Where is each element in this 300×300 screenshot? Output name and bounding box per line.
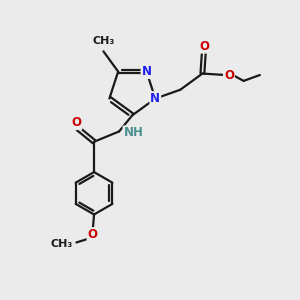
Text: NH: NH: [124, 126, 143, 140]
Text: CH₃: CH₃: [51, 239, 73, 249]
Text: N: N: [150, 92, 160, 105]
Text: O: O: [88, 228, 98, 241]
Text: O: O: [71, 116, 81, 129]
Text: O: O: [224, 68, 234, 82]
Text: O: O: [199, 40, 209, 53]
Text: CH₃: CH₃: [92, 36, 115, 46]
Text: N: N: [142, 65, 152, 78]
